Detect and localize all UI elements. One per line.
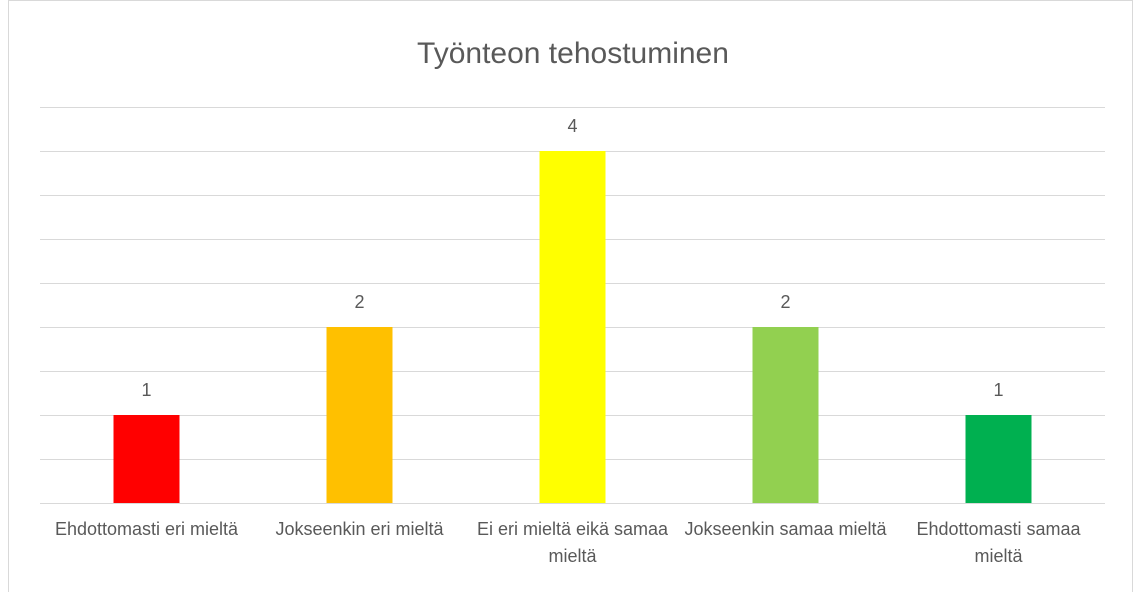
- data-label: 1: [993, 380, 1003, 400]
- x-tick-label: Jokseenkin samaa mieltä: [684, 519, 887, 539]
- data-label: 2: [780, 292, 790, 312]
- bar: [113, 415, 180, 503]
- x-tick-label: Jokseenkin eri mieltä: [275, 519, 444, 539]
- bar: [326, 327, 393, 503]
- chart-title: Työnteon tehostuminen: [417, 37, 729, 70]
- x-tick-label: Ehdottomasti samaa mieltä: [916, 519, 1081, 566]
- chart-border: [8, 0, 1133, 592]
- x-tick-label: Ei eri mieltä eikä samaa mieltä: [476, 519, 669, 566]
- bar: [965, 415, 1032, 503]
- data-label: 2: [354, 292, 364, 312]
- data-label: 1: [141, 380, 151, 400]
- x-tick-label: Ehdottomasti eri mieltä: [54, 519, 239, 539]
- bar: [752, 327, 819, 503]
- data-label: 4: [567, 116, 577, 136]
- bar: [539, 151, 606, 503]
